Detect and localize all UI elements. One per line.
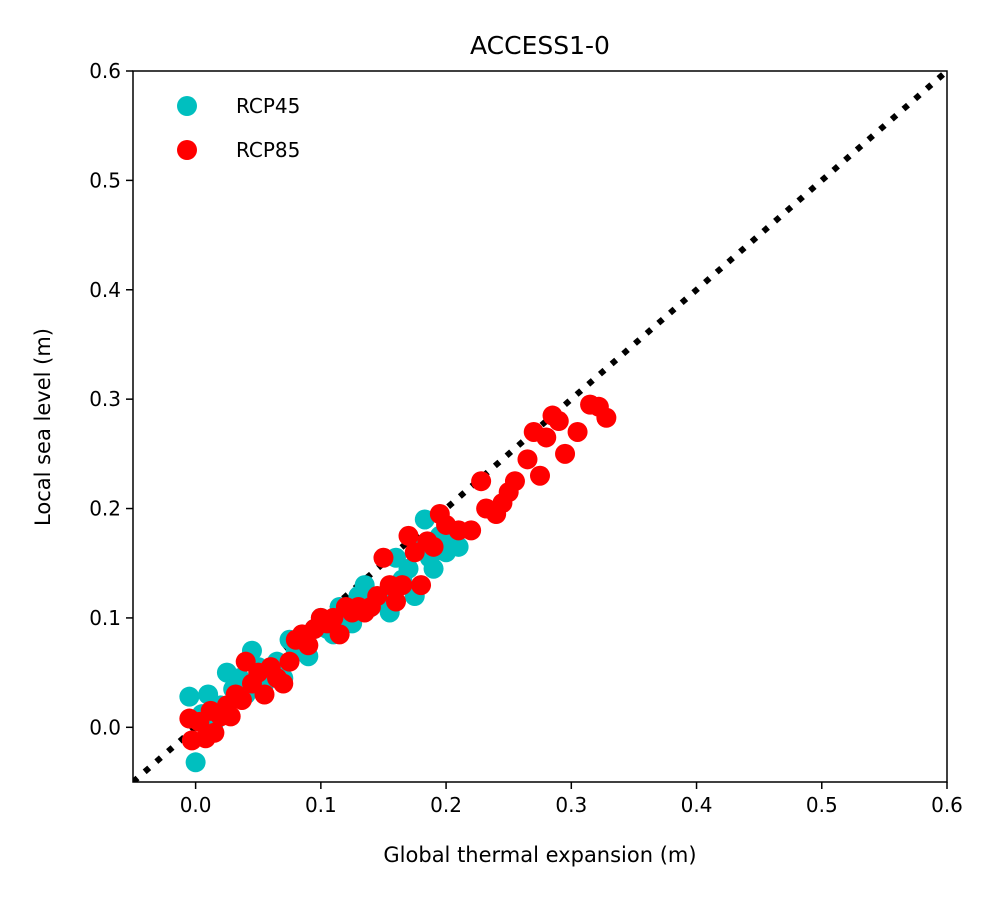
x-tick-label: 0.2 (430, 793, 462, 817)
legend: RCP45 RCP85 (177, 94, 300, 162)
point-rcp85-35 (385, 591, 406, 612)
y-tick-label: 0.2 (89, 497, 121, 521)
point-rcp85-45 (461, 520, 482, 541)
point-rcp85-18 (279, 651, 300, 672)
point-rcp85-54 (530, 465, 550, 486)
y-tick-label: 0.6 (89, 59, 121, 83)
y-tick-label: 0.3 (89, 387, 121, 411)
point-rcp85-41 (423, 536, 444, 557)
x-tick-label: 0.5 (806, 793, 838, 817)
y-axis: 0.0 0.1 0.2 0.3 0.4 0.5 0.6 (89, 59, 133, 739)
point-rcp45-40 (423, 558, 444, 579)
legend-marker (177, 96, 197, 116)
point-rcp85-14 (254, 684, 275, 705)
legend-label: RCP85 (236, 138, 300, 162)
point-rcp85-58 (555, 443, 576, 464)
y-axis-label: Local sea level (m) (31, 328, 55, 526)
x-tick-label: 0.0 (180, 793, 212, 817)
point-rcp85-39 (411, 575, 432, 596)
point-rcp45-38 (414, 509, 435, 530)
point-rcp85-51 (504, 471, 525, 492)
point-rcp85-37 (398, 525, 419, 546)
y-tick-label: 0.1 (89, 606, 121, 630)
point-rcp85-21 (298, 635, 319, 656)
x-tick-label: 0.4 (681, 793, 713, 817)
x-axis: 0.0 0.1 0.2 0.3 0.4 0.5 0.6 (180, 782, 963, 817)
chart-title: ACCESS1-0 (470, 31, 610, 60)
point-rcp85-8 (220, 706, 241, 727)
legend-marker (177, 140, 197, 160)
point-rcp85-10 (231, 689, 252, 710)
point-rcp45-44 (448, 536, 469, 557)
point-rcp85-55 (536, 427, 557, 448)
x-tick-label: 0.3 (555, 793, 587, 817)
point-rcp85-5 (204, 722, 225, 743)
point-rcp85-59 (567, 421, 588, 442)
point-rcp85-36 (392, 575, 413, 596)
series-rcp85 (179, 394, 617, 751)
legend-item-rcp45: RCP45 (177, 94, 300, 118)
plot-area (133, 71, 947, 782)
point-rcp85-17 (273, 673, 294, 694)
point-rcp45-35 (398, 558, 419, 579)
point-rcp85-52 (517, 449, 538, 470)
y-tick-label: 0.5 (89, 168, 121, 192)
y-tick-label: 0.0 (89, 715, 121, 739)
point-rcp85-46 (471, 471, 492, 492)
x-axis-label: Global thermal expansion (m) (383, 843, 696, 867)
point-rcp85-26 (329, 624, 350, 645)
reference-line-1to1 (133, 71, 947, 782)
legend-item-rcp85: RCP85 (177, 138, 300, 162)
axes-frame (132, 70, 948, 783)
y-tick-label: 0.4 (89, 278, 121, 302)
point-rcp45-0 (179, 686, 200, 707)
point-rcp85-62 (596, 407, 617, 428)
point-rcp85-57 (548, 411, 569, 432)
point-rcp45-1 (185, 752, 206, 773)
legend-label: RCP45 (236, 94, 300, 118)
point-rcp85-33 (373, 547, 394, 568)
x-tick-label: 0.6 (931, 793, 963, 817)
x-tick-label: 0.1 (305, 793, 337, 817)
